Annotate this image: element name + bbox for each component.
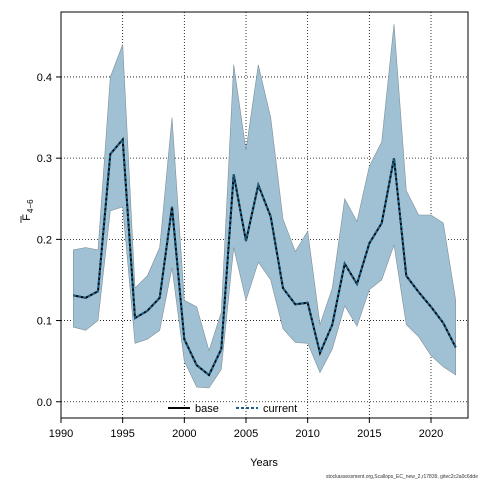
x-tick-label: 1990	[49, 428, 73, 440]
y-tick-label: 0.0	[37, 397, 52, 409]
x-tick-label: 2005	[234, 428, 258, 440]
confidence-band-layer	[73, 24, 456, 389]
x-tick-label: 2020	[419, 428, 443, 440]
y-tick-label: 0.3	[37, 153, 52, 165]
series-lines	[73, 136, 457, 377]
series-line-current	[73, 136, 457, 377]
y-tick-label: 0.2	[37, 234, 52, 246]
x-tick-label: 2015	[357, 428, 381, 440]
legend-label-current: current	[263, 403, 297, 415]
plot-frame	[60, 11, 469, 419]
footer-credit: stockassessment.org,Scallops_EC_new_2,r1…	[326, 474, 478, 480]
x-tick-label: 2000	[172, 428, 196, 440]
y-tick-label: 0.1	[37, 316, 52, 328]
confidence-band	[73, 24, 456, 389]
x-tick-label: 2010	[295, 428, 319, 440]
y-axis-title-main: F	[21, 214, 33, 221]
x-axis: 1990 1995 2000 2005 2010 2015 2020	[49, 418, 443, 440]
x-tick-label: 1995	[110, 428, 134, 440]
legend: base current	[168, 403, 297, 415]
legend-label-base: base	[195, 403, 219, 415]
x-axis-title: Years	[250, 457, 278, 469]
y-axis-title-subscript: 4−6	[26, 199, 35, 213]
y-tick-label: 0.4	[37, 72, 52, 84]
y-axis-title: F 4−6	[20, 199, 35, 223]
y-axis: 0.0 0.1 0.2 0.3 0.4	[37, 72, 61, 409]
